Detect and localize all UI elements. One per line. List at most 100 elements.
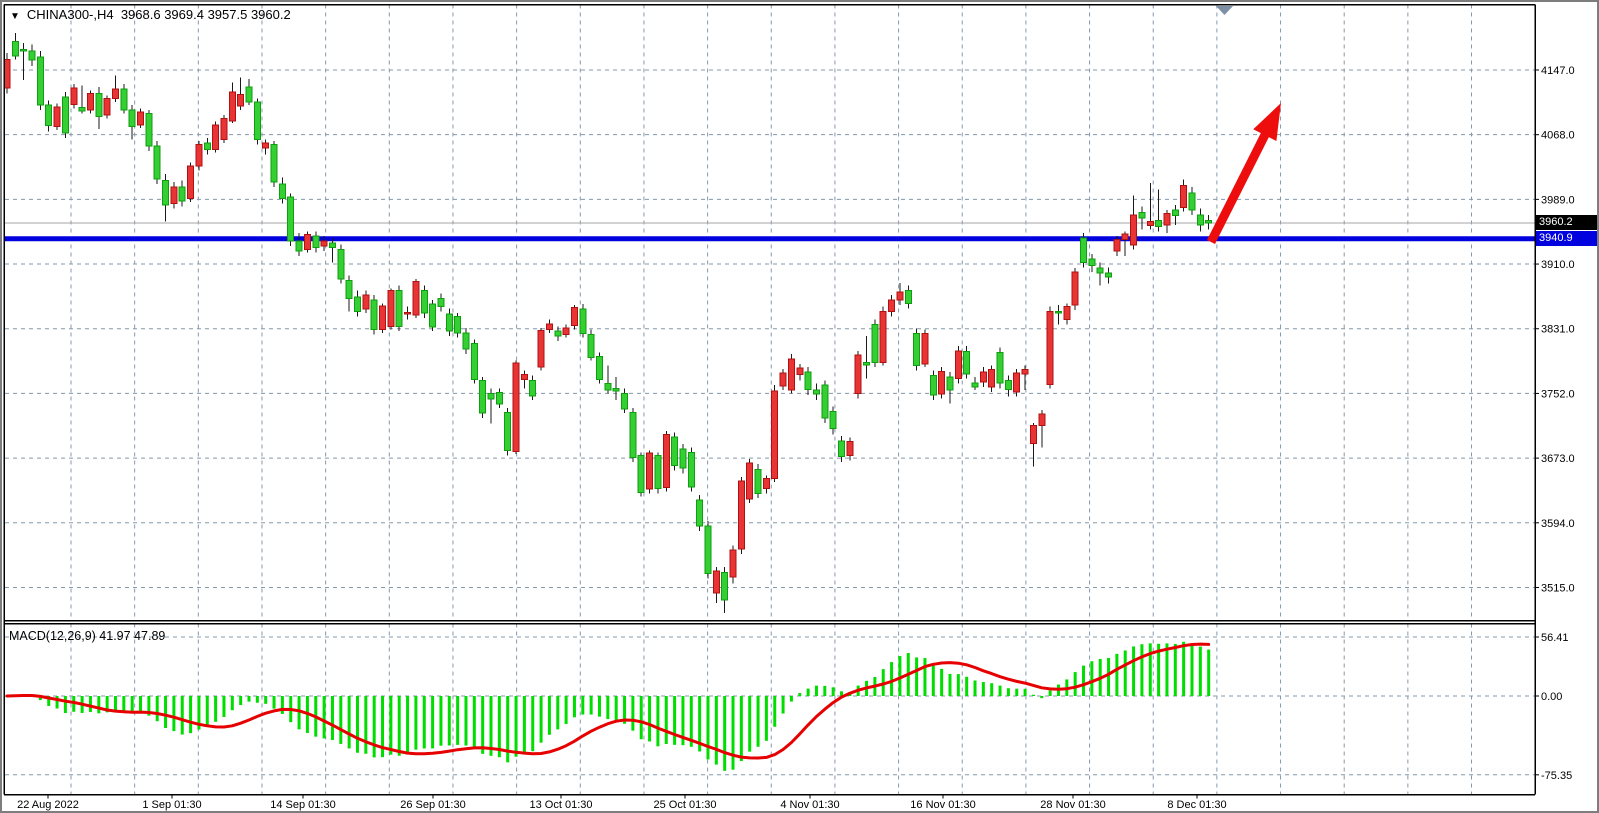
candle-down xyxy=(337,248,345,280)
macd-bar xyxy=(38,696,42,701)
candle-up xyxy=(1130,214,1138,246)
macd-bar xyxy=(1040,696,1044,699)
macd-bar xyxy=(840,691,843,696)
candle-up xyxy=(187,165,195,200)
macd-bar xyxy=(589,696,593,715)
macd-bar xyxy=(1207,649,1211,696)
candle-down xyxy=(270,144,278,183)
macd-bar xyxy=(497,696,501,758)
macd-bar xyxy=(547,696,551,735)
candle-up xyxy=(1163,212,1171,226)
macd-bar xyxy=(1048,690,1052,696)
symbol-dropdown-icon[interactable]: ▼ xyxy=(10,11,20,22)
time-tick-label: 13 Oct 01:30 xyxy=(530,799,593,811)
macd-bar xyxy=(1123,650,1127,696)
macd-bar xyxy=(1140,644,1144,696)
candle-down xyxy=(20,49,28,52)
macd-bar xyxy=(673,696,677,745)
macd-bar xyxy=(606,696,610,720)
time-tick-label: 26 Sep 01:30 xyxy=(400,799,465,811)
macd-bar xyxy=(330,696,334,741)
macd-bar xyxy=(155,696,159,722)
candle-down xyxy=(253,101,261,141)
candle-down xyxy=(36,56,44,106)
macd-bar xyxy=(506,696,510,763)
macd-bar xyxy=(756,696,760,747)
macd-bar xyxy=(222,696,226,717)
macd-bar xyxy=(489,696,493,756)
price-tick-label: 4068.0 xyxy=(1541,130,1575,142)
candle-down xyxy=(637,455,645,494)
macd-bar xyxy=(731,696,735,770)
macd-bar xyxy=(539,696,543,743)
macd-bar xyxy=(406,696,410,755)
price-axis-labels[interactable]: 4147.0 4068.0 3989.0 3910.0 3831.0 3752.0 3673… xyxy=(1535,65,1575,782)
macd-bar xyxy=(1148,643,1152,696)
macd-bar xyxy=(806,688,810,696)
macd-bar xyxy=(823,685,827,696)
macd-bar xyxy=(1173,643,1177,696)
macd-bar xyxy=(464,696,468,746)
candle-down xyxy=(128,109,136,127)
candle-down xyxy=(120,88,128,111)
candle-down xyxy=(1188,192,1196,211)
candle-up xyxy=(1146,220,1154,227)
macd-bar xyxy=(1190,643,1194,696)
candle-up xyxy=(1029,424,1037,444)
candle-up xyxy=(303,234,311,250)
candle-down xyxy=(1205,220,1213,224)
macd-bar xyxy=(915,657,919,696)
candle-down xyxy=(504,411,512,452)
candle-down xyxy=(312,235,320,249)
macd-bar xyxy=(1132,646,1136,696)
candle-down xyxy=(1155,220,1163,227)
macd-bar xyxy=(1073,672,1077,696)
candle-down xyxy=(395,289,403,327)
macd-bar xyxy=(97,696,101,714)
macd-bar xyxy=(706,696,710,760)
price-tick-label: 3673.0 xyxy=(1541,453,1575,465)
macd-bar xyxy=(55,696,59,709)
macd-bar xyxy=(364,696,368,754)
candle-down xyxy=(621,392,629,410)
candle-down xyxy=(1138,211,1146,219)
macd-bar xyxy=(1165,643,1169,696)
candle-down xyxy=(495,392,503,405)
candle-up xyxy=(1063,306,1071,321)
candle-down xyxy=(595,356,603,381)
macd-bar xyxy=(264,696,268,704)
candle-up xyxy=(412,280,420,316)
candle-down xyxy=(45,104,53,127)
macd-bar xyxy=(389,696,393,755)
macd-bar xyxy=(923,658,927,696)
candle-down xyxy=(1196,214,1204,226)
candle-up xyxy=(545,323,553,331)
candle-down xyxy=(278,183,286,200)
candle-down xyxy=(153,145,161,180)
macd-bar xyxy=(247,696,251,702)
macd-bar xyxy=(1082,665,1086,696)
macd-bar xyxy=(147,696,151,716)
macd-bar xyxy=(990,683,994,696)
chart-title: ▼ CHINA300-,H4 3968.6 3969.4 3957.5 3960.… xyxy=(10,7,291,22)
candle-down xyxy=(162,180,170,206)
candle-down xyxy=(479,379,487,414)
candle-up xyxy=(404,311,412,315)
candle-down xyxy=(420,289,428,314)
candle-down xyxy=(1054,311,1062,314)
time-axis-labels[interactable]: 22 Aug 2022 1 Sep 01:30 14 Sep 01:30 26 Sep… xyxy=(17,794,1227,812)
price-tick-label: 3594.0 xyxy=(1541,518,1575,530)
price-tick-label: 3910.0 xyxy=(1541,259,1575,271)
price-tick-label: 3989.0 xyxy=(1541,194,1575,206)
candle-down xyxy=(612,388,620,392)
candle-up xyxy=(512,362,520,453)
macd-bar xyxy=(105,696,109,713)
candle-down xyxy=(328,242,336,249)
macd-bar xyxy=(748,696,752,752)
trend-arrow[interactable] xyxy=(1206,103,1281,245)
macd-indicator-label: MACD(12,26,9) 41.97 47.89 xyxy=(9,629,166,643)
candle-up xyxy=(846,441,854,457)
candle-down xyxy=(28,50,36,61)
